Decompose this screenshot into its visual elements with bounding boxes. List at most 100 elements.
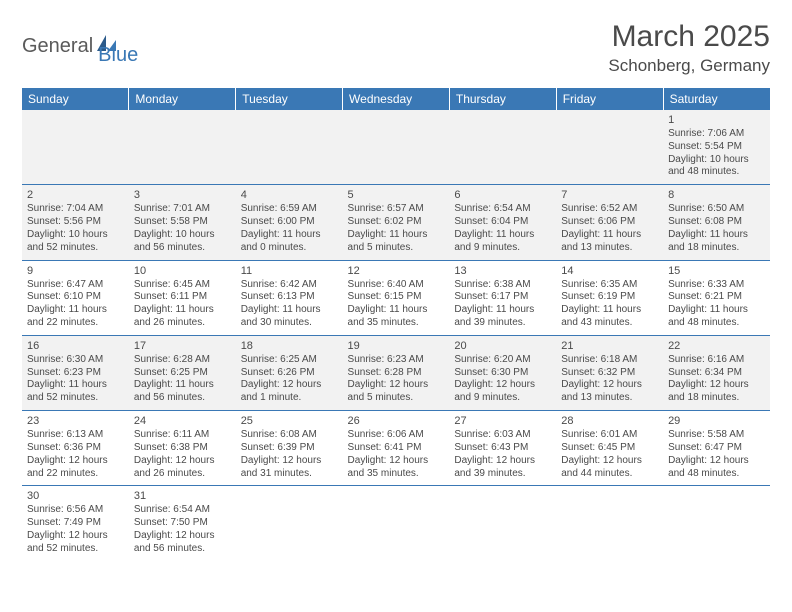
sunset-line: Sunset: 6:41 PM	[348, 442, 445, 455]
sunrise-line: Sunrise: 6:45 AM	[134, 279, 231, 292]
daylight-line: Daylight: 11 hours and 35 minutes.	[348, 304, 445, 330]
calendar-cell: 25Sunrise: 6:08 AMSunset: 6:39 PMDayligh…	[236, 411, 343, 486]
day-number: 3	[134, 188, 231, 202]
day-number: 17	[134, 339, 231, 353]
calendar-row: 9Sunrise: 6:47 AMSunset: 6:10 PMDaylight…	[22, 260, 770, 335]
daylight-line: Daylight: 10 hours and 48 minutes.	[668, 154, 765, 180]
calendar-cell: 9Sunrise: 6:47 AMSunset: 6:10 PMDaylight…	[22, 260, 129, 335]
daylight-line: Daylight: 10 hours and 52 minutes.	[27, 229, 124, 255]
calendar-cell: 31Sunrise: 6:54 AMSunset: 7:50 PMDayligh…	[129, 486, 236, 561]
day-number: 12	[348, 264, 445, 278]
calendar-cell: 12Sunrise: 6:40 AMSunset: 6:15 PMDayligh…	[343, 260, 450, 335]
calendar-row: 1Sunrise: 7:06 AMSunset: 5:54 PMDaylight…	[22, 110, 770, 185]
sunrise-line: Sunrise: 6:50 AM	[668, 203, 765, 216]
daylight-line: Daylight: 10 hours and 56 minutes.	[134, 229, 231, 255]
calendar-cell: 2Sunrise: 7:04 AMSunset: 5:56 PMDaylight…	[22, 185, 129, 260]
sunrise-line: Sunrise: 6:28 AM	[134, 354, 231, 367]
calendar-cell	[556, 110, 663, 185]
calendar-cell	[22, 110, 129, 185]
sunrise-line: Sunrise: 6:20 AM	[454, 354, 551, 367]
header: General Blue March 2025 Schonberg, Germa…	[22, 20, 770, 76]
header-row: Sunday Monday Tuesday Wednesday Thursday…	[22, 88, 770, 110]
sunrise-line: Sunrise: 6:25 AM	[241, 354, 338, 367]
sunrise-line: Sunrise: 6:54 AM	[134, 504, 231, 517]
sunset-line: Sunset: 6:19 PM	[561, 291, 658, 304]
calendar-cell	[343, 110, 450, 185]
calendar-table: Sunday Monday Tuesday Wednesday Thursday…	[22, 88, 770, 561]
sunrise-line: Sunrise: 5:58 AM	[668, 429, 765, 442]
sunrise-line: Sunrise: 6:13 AM	[27, 429, 124, 442]
daylight-line: Daylight: 12 hours and 52 minutes.	[27, 530, 124, 556]
day-number: 24	[134, 414, 231, 428]
sunset-line: Sunset: 6:15 PM	[348, 291, 445, 304]
calendar-cell: 30Sunrise: 6:56 AMSunset: 7:49 PMDayligh…	[22, 486, 129, 561]
sunrise-line: Sunrise: 6:23 AM	[348, 354, 445, 367]
sunset-line: Sunset: 6:23 PM	[27, 367, 124, 380]
sunrise-line: Sunrise: 6:56 AM	[27, 504, 124, 517]
sunset-line: Sunset: 6:36 PM	[27, 442, 124, 455]
day-number: 5	[348, 188, 445, 202]
sunset-line: Sunset: 6:28 PM	[348, 367, 445, 380]
sunset-line: Sunset: 6:11 PM	[134, 291, 231, 304]
daylight-line: Daylight: 11 hours and 18 minutes.	[668, 229, 765, 255]
daylight-line: Daylight: 12 hours and 48 minutes.	[668, 455, 765, 481]
daylight-line: Daylight: 11 hours and 43 minutes.	[561, 304, 658, 330]
sunset-line: Sunset: 6:13 PM	[241, 291, 338, 304]
sunset-line: Sunset: 6:47 PM	[668, 442, 765, 455]
sunset-line: Sunset: 5:58 PM	[134, 216, 231, 229]
daylight-line: Daylight: 12 hours and 56 minutes.	[134, 530, 231, 556]
col-wednesday: Wednesday	[343, 88, 450, 110]
day-number: 4	[241, 188, 338, 202]
sunset-line: Sunset: 7:49 PM	[27, 517, 124, 530]
calendar-cell: 24Sunrise: 6:11 AMSunset: 6:38 PMDayligh…	[129, 411, 236, 486]
sunrise-line: Sunrise: 6:42 AM	[241, 279, 338, 292]
calendar-cell	[343, 486, 450, 561]
day-number: 28	[561, 414, 658, 428]
title-block: March 2025 Schonberg, Germany	[608, 20, 770, 76]
day-number: 30	[27, 489, 124, 503]
sunrise-line: Sunrise: 6:40 AM	[348, 279, 445, 292]
month-title: March 2025	[608, 20, 770, 54]
sunset-line: Sunset: 6:43 PM	[454, 442, 551, 455]
calendar-cell: 11Sunrise: 6:42 AMSunset: 6:13 PMDayligh…	[236, 260, 343, 335]
calendar-cell	[236, 110, 343, 185]
calendar-cell: 4Sunrise: 6:59 AMSunset: 6:00 PMDaylight…	[236, 185, 343, 260]
logo-text-general: General	[22, 35, 93, 58]
daylight-line: Daylight: 12 hours and 26 minutes.	[134, 455, 231, 481]
sunrise-line: Sunrise: 7:04 AM	[27, 203, 124, 216]
calendar-cell: 13Sunrise: 6:38 AMSunset: 6:17 PMDayligh…	[449, 260, 556, 335]
calendar-row: 30Sunrise: 6:56 AMSunset: 7:49 PMDayligh…	[22, 486, 770, 561]
sunrise-line: Sunrise: 6:57 AM	[348, 203, 445, 216]
day-number: 20	[454, 339, 551, 353]
daylight-line: Daylight: 11 hours and 56 minutes.	[134, 379, 231, 405]
day-number: 11	[241, 264, 338, 278]
daylight-line: Daylight: 12 hours and 31 minutes.	[241, 455, 338, 481]
day-number: 1	[668, 113, 765, 127]
calendar-cell: 19Sunrise: 6:23 AMSunset: 6:28 PMDayligh…	[343, 335, 450, 410]
logo-text-blue: Blue	[98, 44, 138, 67]
daylight-line: Daylight: 11 hours and 48 minutes.	[668, 304, 765, 330]
day-number: 21	[561, 339, 658, 353]
sunrise-line: Sunrise: 6:16 AM	[668, 354, 765, 367]
calendar-cell	[129, 110, 236, 185]
day-number: 19	[348, 339, 445, 353]
sunset-line: Sunset: 6:45 PM	[561, 442, 658, 455]
sunrise-line: Sunrise: 6:54 AM	[454, 203, 551, 216]
day-number: 14	[561, 264, 658, 278]
col-friday: Friday	[556, 88, 663, 110]
sunset-line: Sunset: 6:21 PM	[668, 291, 765, 304]
calendar-row: 16Sunrise: 6:30 AMSunset: 6:23 PMDayligh…	[22, 335, 770, 410]
daylight-line: Daylight: 11 hours and 5 minutes.	[348, 229, 445, 255]
day-number: 23	[27, 414, 124, 428]
col-tuesday: Tuesday	[236, 88, 343, 110]
sunset-line: Sunset: 6:32 PM	[561, 367, 658, 380]
sunset-line: Sunset: 6:38 PM	[134, 442, 231, 455]
day-number: 7	[561, 188, 658, 202]
calendar-cell	[556, 486, 663, 561]
calendar-cell: 27Sunrise: 6:03 AMSunset: 6:43 PMDayligh…	[449, 411, 556, 486]
daylight-line: Daylight: 11 hours and 22 minutes.	[27, 304, 124, 330]
sunrise-line: Sunrise: 6:52 AM	[561, 203, 658, 216]
day-number: 18	[241, 339, 338, 353]
logo: General Blue	[22, 26, 138, 67]
calendar-cell: 21Sunrise: 6:18 AMSunset: 6:32 PMDayligh…	[556, 335, 663, 410]
